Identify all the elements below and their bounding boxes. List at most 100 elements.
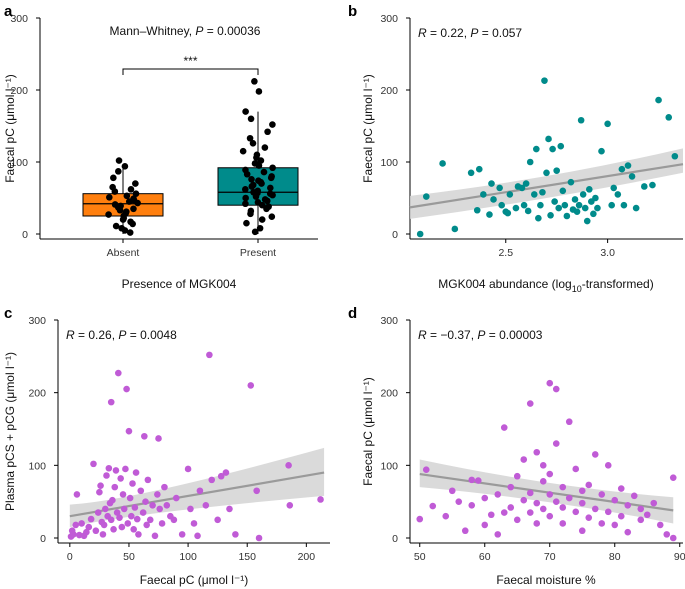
data-point: [533, 145, 540, 153]
y-axis-label: Faecal pC (μmol l⁻¹): [361, 74, 375, 183]
panel-c-scatter: 0 100 200 300 c 0 50 100 150 200 R = 0.26, P = 0.0…: [3, 305, 330, 587]
data-point: [248, 175, 255, 183]
data-point: [490, 196, 497, 203]
data-point: [567, 178, 575, 186]
data-point: [255, 88, 263, 95]
x-tick-label: 2.5: [498, 247, 513, 259]
data-point: [578, 499, 586, 507]
data-point: [268, 213, 276, 221]
y-tick-label: 0: [392, 533, 398, 545]
data-point: [243, 219, 250, 227]
data-point: [520, 496, 528, 504]
data-point: [592, 194, 599, 202]
data-point: [106, 193, 113, 201]
x-axis-label: Faecal pC (μmol l⁻¹): [140, 573, 249, 587]
data-point: [481, 521, 489, 529]
data-point: [439, 160, 446, 167]
data-point: [429, 502, 437, 510]
data-point: [125, 427, 133, 435]
data-point: [628, 173, 636, 180]
data-point: [583, 217, 591, 225]
data-point: [604, 508, 612, 516]
data-point: [541, 77, 548, 84]
data-point: [518, 184, 526, 192]
x-tick-label: 50: [414, 551, 426, 563]
data-point: [178, 531, 186, 538]
stat-annotation-part: R: [418, 328, 427, 342]
data-point: [649, 181, 656, 189]
data-point: [665, 114, 673, 121]
data-point: [581, 204, 589, 212]
x-tick-label: 0: [67, 551, 73, 563]
data-point: [611, 496, 619, 504]
data-point: [520, 456, 528, 463]
data-point: [468, 476, 476, 484]
data-point: [111, 201, 119, 208]
data-point: [130, 525, 137, 533]
data-point: [480, 191, 487, 198]
y-tick-label: 200: [380, 388, 398, 400]
data-point: [546, 512, 554, 520]
data-point: [241, 186, 249, 193]
data-point: [546, 470, 554, 478]
data-point: [251, 160, 259, 167]
data-point: [226, 505, 233, 513]
stat-annotation-part: = 0.00003: [485, 328, 542, 342]
data-point: [487, 511, 495, 519]
data-point: [267, 184, 274, 192]
data-point: [579, 191, 587, 198]
data-point: [242, 108, 249, 115]
data-point: [137, 487, 145, 495]
data-point: [92, 527, 100, 535]
data-point: [100, 521, 108, 529]
data-point: [247, 207, 255, 215]
data-point: [455, 498, 463, 505]
data-point: [617, 512, 625, 520]
data-point: [575, 201, 583, 209]
data-point: [524, 207, 532, 215]
data-point: [264, 128, 271, 136]
data-point: [85, 523, 93, 531]
data-point: [103, 472, 110, 479]
stat-annotation-part: = −0.37,: [427, 328, 478, 342]
data-point: [573, 208, 581, 215]
data-point: [585, 481, 593, 489]
data-point: [416, 515, 424, 523]
data-point: [640, 183, 648, 190]
x-tick-label: 100: [179, 551, 197, 563]
data-point: [473, 206, 481, 214]
data-point: [96, 488, 103, 496]
data-point: [498, 201, 505, 209]
data-point: [317, 496, 324, 503]
data-point: [126, 494, 134, 502]
data-point: [142, 498, 149, 505]
data-point: [577, 116, 585, 124]
data-point: [73, 491, 81, 498]
data-point: [506, 191, 514, 198]
data-point: [258, 216, 266, 223]
regression-line: [409, 163, 684, 209]
data-point: [591, 451, 599, 458]
data-point: [141, 432, 148, 440]
data-point: [172, 494, 180, 502]
data-point: [539, 188, 546, 196]
data-point: [78, 520, 85, 527]
regression-line: [419, 472, 674, 512]
y-tick-label: 100: [380, 460, 398, 472]
data-point: [254, 187, 262, 195]
data-point: [268, 173, 275, 180]
data-point: [146, 516, 154, 524]
data-point: [537, 201, 544, 209]
data-point: [549, 145, 556, 153]
data-point: [120, 505, 128, 513]
data-point: [655, 96, 662, 104]
data-point: [598, 491, 606, 498]
data-point: [571, 196, 579, 203]
data-point: [624, 162, 632, 169]
data-point: [533, 520, 541, 527]
data-point: [624, 528, 632, 536]
data-point: [552, 440, 560, 447]
data-point: [261, 144, 269, 151]
y-tick-label: 200: [10, 85, 28, 97]
data-point: [123, 192, 131, 200]
